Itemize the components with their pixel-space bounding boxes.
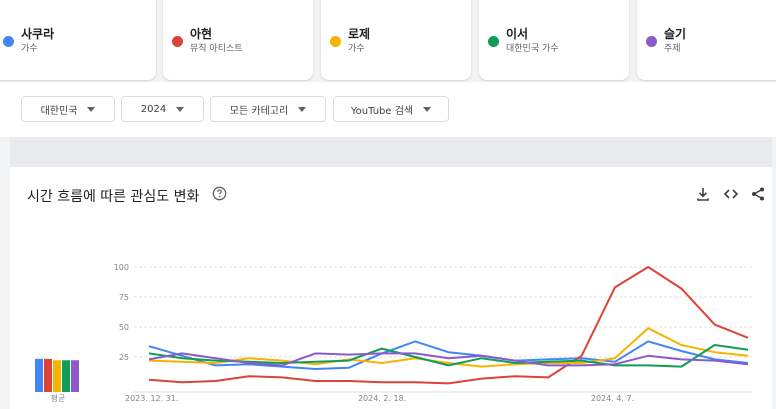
caret-down-icon [423,106,432,112]
term-color-dot [488,36,499,47]
period-value: 2024 [140,103,167,115]
y-tick-label: 100 [114,263,129,272]
series-line-슬기[interactable] [148,352,749,367]
average-label: 평균 [51,393,66,403]
term-type: 가수 [348,44,365,54]
average-bar-아현[interactable] [44,358,52,392]
x-tick-label: 2023. 12. 31. [125,394,178,403]
interest-line-chart: 100 75 50 25 2023. 12. 31. 2024. 2. 18. 2024. … [35,263,752,403]
category-value: 모든 카테고리 [229,105,289,117]
term-card-4[interactable]: 이서 대한민국 가수 [479,0,629,80]
download-icon[interactable] [695,186,711,202]
average-bar-이서[interactable] [62,360,70,392]
average-bar-사쿠라[interactable] [35,358,43,392]
term-color-dot [646,36,657,47]
term-type: 가수 [21,44,38,54]
y-tick-label: 75 [119,293,129,302]
term-name: 사쿠라 [21,27,55,41]
x-tick-label: 2024. 4. 7. [591,394,634,403]
series-line-아현[interactable] [148,266,749,385]
term-color-dot [172,36,183,47]
y-tick-label: 50 [119,323,129,332]
term-card-5[interactable]: 슬기 주제 [637,0,776,80]
y-tick-label: 25 [119,353,129,362]
series-line-로제[interactable] [148,327,749,368]
caret-down-icon [176,106,185,112]
term-card-2[interactable]: 아현 뮤직 아티스트 [163,0,313,80]
property-value: YouTube 검색 [350,105,414,117]
series-line-사쿠라[interactable] [148,340,749,370]
filter-bar: 대한민국 2024 모든 카테고리 YouTube 검색 [0,82,776,137]
x-tick-label: 2024. 2. 18. [358,394,406,403]
term-name: 슬기 [664,27,687,41]
average-bar-로제[interactable] [53,360,61,392]
embed-code-icon[interactable] [723,186,739,202]
category-select[interactable]: 모든 카테고리 [210,96,326,122]
term-type: 뮤직 아티스트 [190,44,243,54]
term-name: 이서 [506,27,529,41]
property-select[interactable]: YouTube 검색 [333,96,449,122]
term-color-dot [3,36,14,47]
term-type: 대한민국 가수 [506,44,559,54]
term-card-3[interactable]: 로제 가수 [321,0,471,80]
term-name: 로제 [348,27,371,41]
help-circle-icon[interactable] [212,186,227,201]
term-card-1[interactable]: 사쿠라 가수 [0,0,156,80]
section-divider [10,137,772,167]
average-bar-슬기[interactable] [71,360,79,392]
term-color-dot [330,36,341,47]
compare-terms-row: 사쿠라 가수 아현 뮤직 아티스트 로제 가수 이서 대한민국 가수 슬기 주제 [0,0,776,82]
caret-down-icon [298,106,307,112]
share-icon[interactable] [750,186,766,202]
interest-over-time-card: 시간 흐름에 따른 관심도 변화 100 75 50 25 2023. 12. 31. 2… [10,167,772,409]
series-line-이서[interactable] [148,344,749,368]
region-select[interactable]: 대한민국 [21,96,115,122]
term-type: 주제 [664,44,681,54]
term-name: 아현 [190,27,213,41]
caret-down-icon [87,106,96,112]
period-select[interactable]: 2024 [121,96,204,122]
region-value: 대한민국 [40,105,78,117]
chart-title: 시간 흐름에 따른 관심도 변화 [27,189,200,205]
